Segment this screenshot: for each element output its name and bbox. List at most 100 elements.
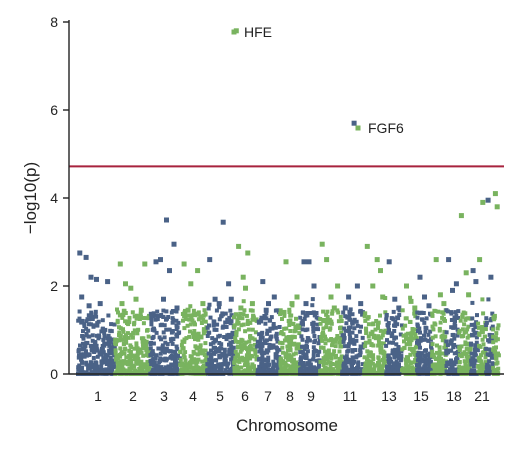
- data-point: [239, 323, 244, 328]
- data-point: [167, 327, 172, 332]
- data-point: [114, 356, 119, 361]
- data-point: [287, 323, 292, 327]
- data-point: [187, 334, 192, 339]
- data-point-peak: [335, 283, 341, 289]
- data-point: [168, 337, 173, 342]
- data-point: [120, 315, 125, 320]
- data-point: [288, 348, 293, 352]
- data-point: [228, 340, 233, 345]
- data-point: [102, 360, 107, 365]
- data-point: [305, 362, 310, 367]
- data-point: [459, 344, 464, 349]
- data-point: [363, 361, 368, 366]
- data-point: [275, 346, 279, 351]
- data-point: [393, 319, 398, 324]
- data-point: [112, 353, 117, 358]
- data-point-peak: [117, 261, 123, 267]
- data-point: [470, 356, 475, 361]
- data-point: [329, 352, 334, 357]
- data-point: [350, 330, 355, 335]
- data-point: [400, 347, 405, 352]
- data-point: [415, 322, 420, 327]
- data-point: [327, 317, 332, 322]
- data-point: [482, 334, 487, 339]
- data-point: [374, 319, 379, 323]
- data-point: [102, 341, 107, 346]
- data-point: [86, 313, 91, 318]
- data-point: [198, 343, 203, 348]
- data-point: [417, 360, 422, 365]
- data-point: [482, 325, 487, 330]
- data-point: [471, 327, 476, 332]
- data-point: [275, 368, 280, 373]
- data-point: [244, 313, 249, 318]
- data-point: [391, 340, 395, 345]
- data-point-peak: [83, 254, 89, 260]
- data-point: [217, 305, 222, 310]
- data-point: [282, 313, 287, 318]
- data-point: [201, 349, 205, 354]
- data-point: [201, 317, 206, 322]
- data-point: [146, 364, 151, 369]
- data-point: [196, 331, 201, 336]
- data-point: [291, 352, 296, 357]
- data-point-peak: [470, 268, 476, 274]
- data-point: [350, 321, 355, 326]
- data-point: [392, 355, 397, 360]
- data-point: [227, 350, 232, 354]
- data-point: [408, 370, 413, 375]
- data-point: [189, 359, 194, 364]
- data-point: [319, 345, 323, 350]
- data-point: [205, 334, 210, 338]
- data-point: [204, 355, 209, 360]
- data-point: [90, 317, 95, 321]
- data-point: [364, 363, 369, 368]
- data-point: [221, 362, 226, 366]
- data-point: [310, 366, 315, 371]
- data-point: [342, 336, 347, 341]
- data-point: [249, 347, 254, 352]
- data-point: [152, 360, 157, 365]
- data-point: [208, 364, 213, 369]
- data-point: [207, 357, 212, 362]
- data-point: [491, 327, 496, 332]
- data-point: [265, 328, 270, 333]
- data-point: [301, 364, 306, 369]
- data-point: [171, 337, 176, 342]
- data-point: [449, 311, 454, 316]
- data-point: [477, 355, 482, 360]
- data-point: [321, 332, 326, 337]
- data-point: [246, 366, 250, 371]
- data-point: [263, 341, 268, 346]
- data-point: [76, 318, 81, 323]
- data-point: [293, 351, 298, 356]
- data-point: [253, 351, 258, 356]
- data-point: [299, 321, 304, 326]
- data-point: [430, 311, 435, 316]
- data-point: [428, 311, 432, 316]
- data-point: [164, 357, 169, 362]
- data-point: [346, 368, 351, 373]
- data-point: [81, 329, 85, 334]
- data-point: [92, 363, 97, 368]
- data-point: [483, 360, 488, 365]
- data-point: [487, 339, 492, 344]
- data-point: [318, 321, 323, 326]
- data-point: [337, 349, 342, 354]
- data-point-peak: [289, 301, 295, 307]
- data-point: [174, 323, 179, 328]
- data-point: [462, 350, 467, 355]
- data-point: [247, 356, 252, 361]
- data-point: [404, 336, 408, 341]
- data-point: [139, 359, 144, 364]
- data-point: [99, 329, 104, 334]
- data-point: [453, 315, 458, 320]
- data-point: [460, 312, 465, 317]
- data-point: [281, 359, 286, 364]
- data-point: [471, 364, 476, 369]
- data-point: [400, 326, 405, 331]
- data-point: [302, 347, 307, 351]
- data-point: [418, 345, 422, 350]
- data-point: [427, 367, 431, 372]
- data-point: [129, 353, 134, 358]
